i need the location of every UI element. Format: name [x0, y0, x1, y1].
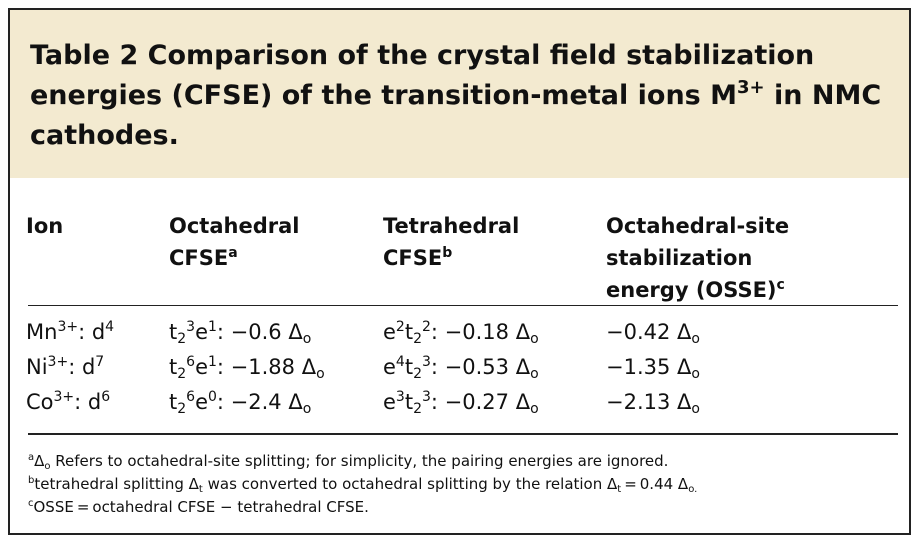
header-osse: Octahedral-site stabilization energy (OS… — [606, 210, 789, 306]
caption-text-end: in NMC cathodes. — [30, 80, 882, 151]
header-tet-line1: Tetrahedral — [383, 214, 520, 238]
caption-text: Table 2 Comparison of the crystal field … — [30, 40, 815, 111]
row-mn-octahedral: t23e1: −0.6 Δo — [169, 319, 312, 347]
header-osse-line2: stabilization — [606, 246, 753, 270]
row-ni-ion: Ni3+: d7 — [26, 354, 105, 379]
row-co-osse: −2.13 Δo — [606, 390, 700, 417]
row-mn-tetrahedral: e2t22: −0.18 Δo — [383, 319, 539, 347]
row-co-octahedral: t26e0: −2.4 Δo — [169, 389, 312, 417]
header-tetrahedral-cfse: Tetrahedral CFSEb — [383, 210, 519, 274]
header-octahedral-cfse: Octahedral CFSEa — [169, 210, 299, 274]
header-oct-line2-text: CFSE — [169, 246, 229, 270]
footnote-c: cOSSE = octahedral CFSE − tetrahedral CF… — [28, 498, 369, 516]
row-mn-osse: −0.42 Δo — [606, 320, 700, 347]
header-ion-label: Ion — [26, 214, 64, 238]
footnote-a: aΔo Refers to octahedral-site splitting;… — [28, 452, 669, 472]
header-ion: Ion — [26, 210, 63, 242]
row-ni-tetrahedral: e4t23: −0.53 Δo — [383, 354, 539, 382]
row-mn-ion: Mn3+: d4 — [26, 319, 115, 344]
header-tet-line2: CFSEb — [383, 242, 519, 274]
footnote-mark-a: a — [228, 245, 238, 261]
row-co-ion: Co3+: d6 — [26, 389, 111, 414]
footnote-mark-b: b — [442, 245, 453, 261]
table-bottom-rule — [28, 433, 898, 435]
header-divider — [28, 305, 898, 306]
row-ni-osse: −1.35 Δo — [606, 355, 700, 382]
footnote-mark-c: c — [776, 277, 785, 293]
header-oct-line1: Octahedral — [169, 214, 300, 238]
table-caption: Table 2 Comparison of the crystal field … — [30, 36, 889, 156]
header-oct-line2: CFSEa — [169, 242, 299, 274]
row-ni-octahedral: t26e1: −1.88 Δo — [169, 354, 325, 382]
caption-superscript: 3+ — [737, 77, 765, 98]
header-osse-line3-text: energy (OSSE) — [606, 278, 777, 302]
row-co-tetrahedral: e3t23: −0.27 Δo — [383, 389, 539, 417]
header-osse-line3: energy (OSSE)c — [606, 274, 789, 306]
table-frame: Table 2 Comparison of the crystal field … — [8, 8, 911, 535]
caption-box: Table 2 Comparison of the crystal field … — [10, 10, 909, 178]
header-tet-line2-text: CFSE — [383, 246, 443, 270]
header-osse-line1: Octahedral-site — [606, 214, 790, 238]
footnote-b: btetrahedral splitting Δt was converted … — [28, 475, 698, 495]
